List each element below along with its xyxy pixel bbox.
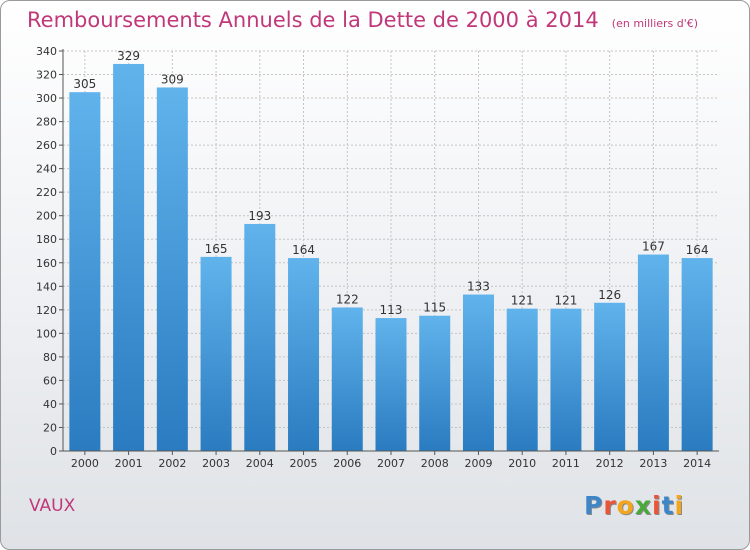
x-tick-label: 2014	[683, 457, 711, 470]
y-tick-label: 0	[50, 445, 57, 458]
x-tick-label: 2003	[202, 457, 230, 470]
y-tick-label: 280	[36, 116, 57, 129]
bar-2004	[244, 223, 276, 451]
y-tick-label: 160	[36, 257, 57, 270]
x-tick-label: 2013	[639, 457, 667, 470]
y-tick-label: 20	[43, 421, 57, 434]
bar-2006	[331, 307, 363, 451]
logo-letter: P	[584, 491, 604, 520]
y-tick-label: 320	[36, 69, 57, 82]
chart-axes: 0 20 40 60 80 100 120 140 160 180 200 220 240 260 280 3…	[36, 45, 719, 470]
bar-value-label: 167	[642, 240, 665, 254]
bar-value-label: 121	[554, 294, 577, 308]
y-tick-label: 140	[36, 280, 57, 293]
x-tick-label: 2004	[246, 457, 274, 470]
bar-2014	[681, 258, 713, 451]
x-tick-label: 2012	[596, 457, 624, 470]
x-tick-label: 2001	[115, 457, 143, 470]
bar-2008	[419, 315, 451, 451]
bar-2003	[200, 256, 232, 451]
bar-value-label: 164	[292, 243, 315, 257]
bar-value-label: 305	[73, 77, 96, 91]
x-tick-label: 2011	[552, 457, 580, 470]
bar-value-label: 113	[380, 303, 403, 317]
bar-value-label: 133	[467, 280, 490, 294]
bar-value-label: 165	[205, 242, 228, 256]
logo-letter: t	[661, 491, 675, 520]
y-tick-label: 180	[36, 233, 57, 246]
bar-value-label: 122	[336, 292, 359, 306]
y-tick-label: 80	[43, 351, 57, 364]
bar-2000	[69, 92, 101, 452]
y-tick-label: 100	[36, 327, 57, 340]
bar-value-label: 329	[117, 49, 140, 63]
x-tick-label: 2000	[71, 457, 99, 470]
bar-2007	[375, 318, 407, 451]
logo-letter: i	[674, 491, 685, 520]
bar-2009	[462, 294, 494, 451]
y-tick-label: 300	[36, 92, 57, 105]
bar-2001	[113, 63, 145, 452]
y-tick-label: 40	[43, 398, 57, 411]
bar-value-label: 121	[511, 294, 534, 308]
y-tick-label: 240	[36, 163, 57, 176]
logo-letter: o	[616, 491, 635, 520]
bar-2013	[637, 254, 669, 451]
logo-letter: r	[603, 491, 617, 520]
bar-value-label: 115	[423, 301, 446, 315]
commune-name: VAUX	[29, 496, 76, 516]
bar-value-label: 164	[686, 243, 709, 257]
bar-value-label: 126	[598, 288, 621, 302]
bar-2012	[594, 302, 626, 451]
chart-title-main: Remboursements Annuels de la Dette de 20…	[27, 8, 599, 32]
x-tick-label: 2009	[464, 457, 492, 470]
bar-2010	[506, 308, 538, 451]
bar-value-label: 193	[248, 209, 271, 223]
proxiti-logo: Proxiti	[584, 491, 684, 520]
logo-letter: i	[652, 491, 662, 520]
bar-2005	[288, 258, 320, 451]
x-tick-label: 2007	[377, 457, 405, 470]
y-tick-label: 260	[36, 139, 57, 152]
logo-letter: x	[634, 491, 652, 520]
chart-title: Remboursements Annuels de la Dette de 20…	[27, 8, 698, 32]
x-tick-label: 2006	[333, 457, 361, 470]
y-tick-label: 120	[36, 304, 57, 317]
x-tick-label: 2005	[290, 457, 318, 470]
y-tick-label: 200	[36, 210, 57, 223]
chart-bars: 305 329 309 165 193 164 122 113 115 133 121 121 126 1…	[69, 49, 713, 452]
y-tick-label: 340	[36, 45, 57, 58]
bar-2002	[156, 87, 188, 452]
bar-2011	[550, 308, 582, 451]
y-tick-label: 60	[43, 374, 57, 387]
chart-title-unit: (en milliers d'€)	[611, 17, 699, 30]
x-tick-label: 2010	[508, 457, 536, 470]
bar-value-label: 309	[161, 72, 184, 86]
x-tick-label: 2002	[158, 457, 186, 470]
x-tick-label: 2008	[421, 457, 449, 470]
y-tick-label: 220	[36, 186, 57, 199]
